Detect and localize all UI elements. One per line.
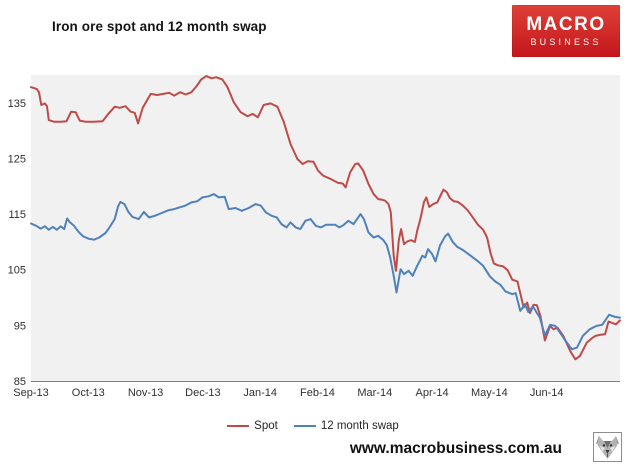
legend-item-swap: 12 month swap xyxy=(293,420,399,432)
legend-item-spot: Spot xyxy=(227,420,278,432)
spot-line-swatch-icon xyxy=(227,424,250,428)
x-axis-label: Nov-13 xyxy=(128,387,163,399)
website-url: www.macrobusiness.com.au xyxy=(349,440,562,457)
y-axis-label: 85 xyxy=(14,376,26,388)
logo-text-macro: MACRO xyxy=(526,13,606,35)
macrobusiness-logo: MACRO BUSINESS xyxy=(512,5,620,57)
y-axis-label: 95 xyxy=(14,320,26,332)
x-axis-label: Feb-14 xyxy=(300,387,335,399)
x-axis-label: Apr-14 xyxy=(416,387,449,399)
series-lines xyxy=(30,75,621,361)
plot-area xyxy=(31,75,620,381)
x-axis-label: Jan-14 xyxy=(243,387,277,399)
x-axis-label: May-14 xyxy=(471,387,508,399)
y-axis-labels: 85 95 105 115 125 135 xyxy=(8,98,26,388)
y-axis-label: 105 xyxy=(8,265,26,277)
chart-legend: Spot 12 month swap xyxy=(0,420,626,432)
x-axis-label: Oct-13 xyxy=(72,387,105,399)
x-axis-label: Mar-14 xyxy=(357,387,392,399)
y-axis-label: 125 xyxy=(8,153,26,165)
x-axis-label: Sep-13 xyxy=(13,387,48,399)
x-axis-label: Jun-14 xyxy=(530,387,564,399)
x-axis-label: Dec-13 xyxy=(185,387,220,399)
y-axis-label: 135 xyxy=(8,98,26,110)
wolf-mascot-icon xyxy=(593,432,622,462)
series-line-12-month-swap xyxy=(30,193,621,351)
chart-title: Iron ore spot and 12 month swap xyxy=(52,19,267,34)
logo-text-business: BUSINESS xyxy=(530,36,602,47)
x-axis-labels: Sep-13 Oct-13 Nov-13 Dec-13 Jan-14 Feb-14 Mar-… xyxy=(13,387,563,399)
swap-line-swatch-icon xyxy=(293,424,316,428)
legend-label-swap: 12 month swap xyxy=(320,420,399,432)
y-axis-label: 115 xyxy=(8,209,26,221)
legend-label-spot: Spot xyxy=(254,420,278,432)
